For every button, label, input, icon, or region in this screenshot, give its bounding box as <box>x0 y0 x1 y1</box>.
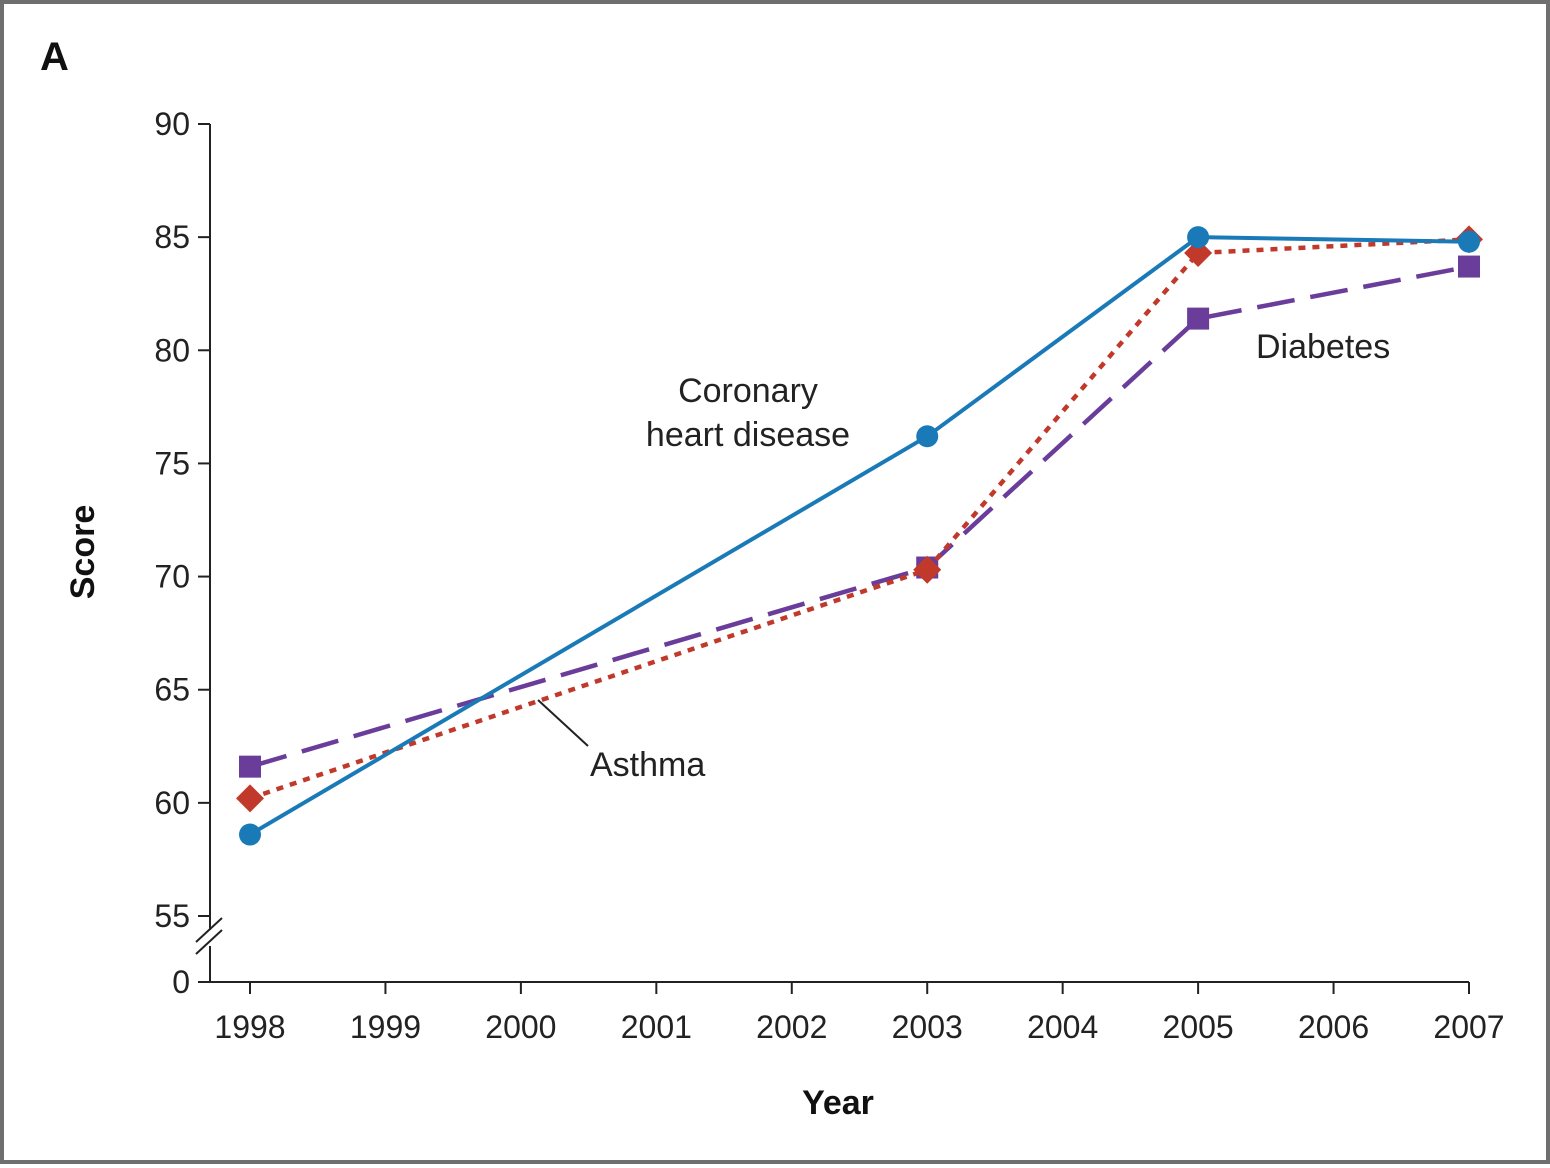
annotation-coronary-heart-disease: heart disease <box>646 416 850 454</box>
x-tick-label: 2000 <box>485 1009 556 1045</box>
series-line-diabetes <box>249 264 1470 769</box>
x-tick-label: 2003 <box>892 1009 963 1045</box>
data-point-diabetes <box>239 755 261 778</box>
axis-break-mark <box>195 929 223 955</box>
y-tick-label: 65 <box>154 672 190 708</box>
x-tick-label: 2001 <box>621 1009 692 1045</box>
data-point-asthma <box>1184 238 1213 267</box>
axis-break-mark <box>195 917 223 943</box>
x-tick-label: 2007 <box>1433 1009 1504 1045</box>
axes: 55 60 65 70 75 80 85 90 0 1998 1999 2000 2001 2002 200… <box>154 106 1504 1045</box>
data-point-coronary-heart-disease <box>1187 226 1210 249</box>
panel-label: A <box>40 35 69 79</box>
annotation-leader-asthma <box>537 699 589 747</box>
data-point-coronary-heart-disease <box>916 425 939 448</box>
data-point-coronary-heart-disease <box>1458 230 1480 253</box>
data-point-diabetes <box>1187 307 1210 330</box>
x-axis-title: Year <box>802 1084 874 1122</box>
series-layer <box>236 225 1483 846</box>
y-tick-label: 60 <box>154 785 190 821</box>
data-point-asthma <box>236 784 264 813</box>
y-tick-label-zero: 0 <box>172 964 190 1000</box>
annotation-diabetes: Diabetes <box>1256 328 1390 366</box>
data-point-diabetes <box>1458 255 1480 278</box>
y-axis-title: Score <box>64 505 102 600</box>
x-tick-label: 1999 <box>350 1009 421 1045</box>
data-point-coronary-heart-disease <box>239 823 261 846</box>
annotation-coronary-heart-disease: Coronary <box>678 372 818 410</box>
y-tick-label: 55 <box>154 898 190 934</box>
x-tick-label: 2005 <box>1163 1009 1234 1045</box>
annotation-asthma: Asthma <box>590 746 705 784</box>
x-tick-label: 1998 <box>214 1009 285 1045</box>
y-tick-label: 70 <box>154 559 190 595</box>
data-point-asthma <box>913 555 942 584</box>
x-tick-label: 2002 <box>756 1009 827 1045</box>
series-line-coronary-heart-disease <box>248 235 1470 837</box>
x-tick-label: 2006 <box>1298 1009 1369 1045</box>
y-tick-label: 90 <box>154 106 190 142</box>
y-tick-label: 75 <box>154 445 190 481</box>
series-asthma <box>236 225 1483 813</box>
annotation-layer: Coronary heart disease Asthma Diabetes <box>537 328 1390 784</box>
series-coronary-heart-disease <box>239 226 1480 846</box>
y-tick-label: 85 <box>154 219 190 255</box>
y-tick-label: 80 <box>154 332 190 368</box>
line-chart: A 55 60 65 70 75 80 85 90 0 1998 1999 2000 2001 2002 2… <box>40 35 1505 1122</box>
x-tick-label: 2004 <box>1027 1009 1098 1045</box>
